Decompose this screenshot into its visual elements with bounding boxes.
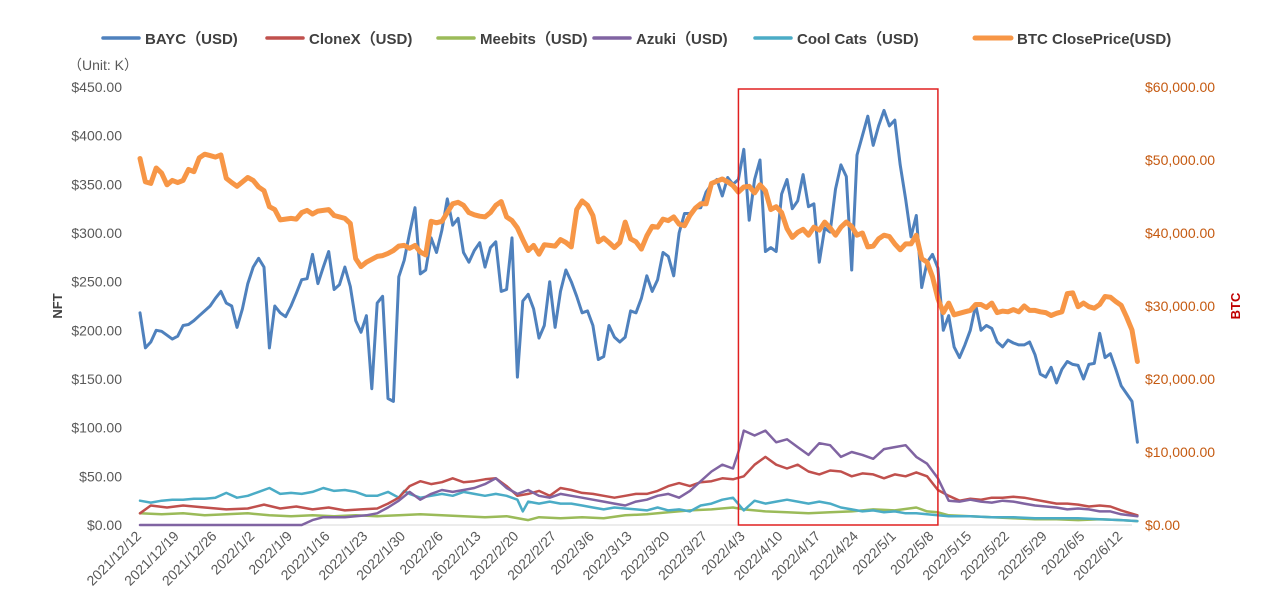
legend-label-2: Meebits（USD) <box>480 30 588 48</box>
y-tick-label: $0.00 <box>87 517 122 533</box>
y-tick-label: $100.00 <box>71 420 122 436</box>
y2-tick-label: $30,000.00 <box>1145 298 1215 314</box>
y2-tick-label: $0.00 <box>1145 517 1180 533</box>
right-axis: $0.00 $10,000.00 $20,000.00 $30,000.00 $40,0… <box>1145 79 1215 533</box>
y2-tick-label: $40,000.00 <box>1145 225 1215 241</box>
y2-tick-label: $60,000.00 <box>1145 79 1215 95</box>
legend: BAYC（USD) CloneX（USD) Meebits（USD) Azuki（US… <box>101 30 1171 48</box>
x-axis: 2021/12/122021/12/192021/12/262022/1/220… <box>83 528 1125 589</box>
y2-tick-label: $10,000.00 <box>1145 444 1215 460</box>
legend-label-0: BAYC（USD) <box>145 30 238 48</box>
y-tick-label: $200.00 <box>71 322 122 338</box>
series-line-0 <box>138 108 1139 444</box>
series-line-1 <box>138 455 1139 517</box>
unit-label: （Unit: K） <box>68 57 138 73</box>
legend-label-5: BTC ClosePrice(USD) <box>1017 31 1171 48</box>
y-axis-title: NFT <box>50 293 65 318</box>
y-tick-label: $250.00 <box>71 274 122 290</box>
left-axis: $0.00 $50.00 $100.00 $150.00 $200.00 $250.00 $… <box>71 79 122 533</box>
y-tick-label: $150.00 <box>71 371 122 387</box>
legend-label-4: Cool Cats（USD) <box>797 30 919 48</box>
y2-tick-label: $20,000.00 <box>1145 371 1215 387</box>
y-tick-label: $300.00 <box>71 225 122 241</box>
y-tick-label: $350.00 <box>71 176 122 192</box>
legend-label-3: Azuki（USD) <box>636 30 728 48</box>
series-line-5 <box>137 151 1140 364</box>
highlight-box <box>737 88 939 526</box>
legend-label-1: CloneX（USD) <box>309 30 412 48</box>
series-line-4 <box>138 486 1139 523</box>
y2-axis-title: BTC <box>1228 292 1243 319</box>
series-layer <box>137 108 1140 527</box>
y2-tick-label: $50,000.00 <box>1145 152 1215 168</box>
y-tick-label: $50.00 <box>79 468 122 484</box>
y-tick-label: $450.00 <box>71 79 122 95</box>
y-tick-label: $400.00 <box>71 128 122 144</box>
series-line-3 <box>138 429 1139 527</box>
